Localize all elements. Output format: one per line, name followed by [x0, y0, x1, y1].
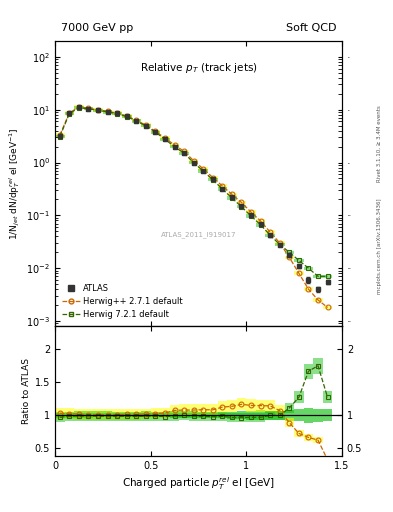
Y-axis label: Ratio to ATLAS: Ratio to ATLAS: [22, 358, 31, 424]
Text: Relative $p_T$ (track jets): Relative $p_T$ (track jets): [140, 61, 257, 75]
Text: mcplots.cern.ch [arXiv:1306.3436]: mcplots.cern.ch [arXiv:1306.3436]: [377, 198, 382, 293]
X-axis label: Charged particle $p_T^{rel}$ el [GeV]: Charged particle $p_T^{rel}$ el [GeV]: [122, 475, 275, 492]
Text: 7000 GeV pp: 7000 GeV pp: [61, 23, 133, 33]
Text: ATLAS_2011_I919017: ATLAS_2011_I919017: [161, 231, 236, 238]
Text: Soft QCD: Soft QCD: [286, 23, 336, 33]
Y-axis label: 1/N$_{jet}$ dN/dp$_T^{rel}$ el [GeV$^{-1}$]: 1/N$_{jet}$ dN/dp$_T^{rel}$ el [GeV$^{-1…: [7, 127, 22, 240]
Text: Rivet 3.1.10, ≥ 3.4M events: Rivet 3.1.10, ≥ 3.4M events: [377, 105, 382, 182]
Legend: ATLAS, Herwig++ 2.7.1 default, Herwig 7.2.1 default: ATLAS, Herwig++ 2.7.1 default, Herwig 7.…: [59, 282, 185, 322]
